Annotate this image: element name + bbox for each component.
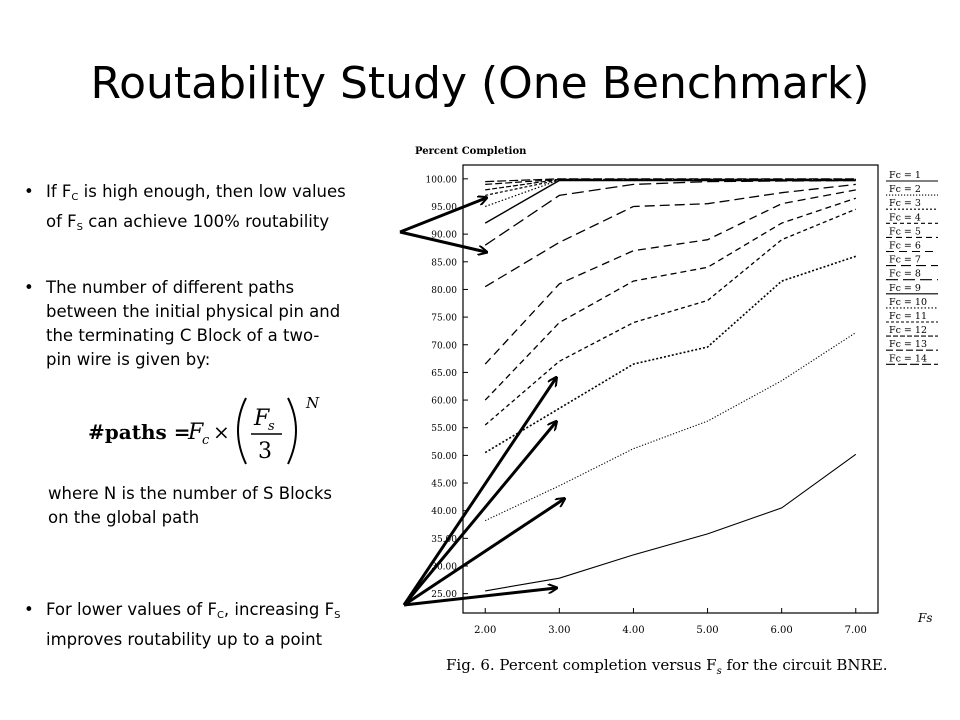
bullet-line: For lower values of FC, increasing FS xyxy=(46,600,341,621)
bullet-low-fc: • For lower values of FC, increasing FS … xyxy=(24,598,406,652)
y-tick-label: 35.00 xyxy=(431,535,457,545)
bullet-line: If FC is high enough, then low values xyxy=(46,182,346,203)
legend-label: Fc = 4 xyxy=(889,212,921,223)
x-tick-label: 3.00 xyxy=(548,625,570,636)
x-tick-label: 4.00 xyxy=(622,625,644,636)
legend-label: Fc = 5 xyxy=(889,226,921,237)
x-tick-label: 7.00 xyxy=(845,625,867,636)
x-axis-ticks: 2.00 3.00 4.00 5.00 6.00 7.00 xyxy=(474,608,867,636)
y-tick-label: 25.00 xyxy=(431,590,457,600)
bullet-line: The number of different paths xyxy=(46,278,295,297)
note-line: on the global path xyxy=(48,508,200,527)
legend-label: Fc = 7 xyxy=(889,255,921,266)
formula-fc-sub: c xyxy=(202,433,210,448)
paths-formula: #paths = F c × F s 3 N xyxy=(88,394,320,465)
legend-label: Fc = 10 xyxy=(889,297,927,308)
legend-label: Fc = 14 xyxy=(889,353,927,364)
legend-label: Fc = 13 xyxy=(889,339,927,350)
bullet-line: pin wire is given by: xyxy=(46,350,211,369)
legend-label: Fc = 8 xyxy=(889,269,921,280)
formula-fs-sub: s xyxy=(268,419,275,434)
y-tick-label: 45.00 xyxy=(431,480,457,490)
left-paren xyxy=(237,397,247,465)
figure-caption: Fig. 6. Percent completion versus Fs for… xyxy=(446,656,888,677)
y-tick-label: 60.00 xyxy=(431,397,457,407)
chart-axes xyxy=(462,164,879,614)
bullet-glyph: • xyxy=(24,182,34,201)
y-tick-label: 75.00 xyxy=(431,314,457,324)
formula-denominator: 3 xyxy=(258,439,272,464)
bullet-glyph: • xyxy=(24,600,34,619)
formula-exponent: N xyxy=(305,394,320,412)
y-tick-label: 90.00 xyxy=(431,231,457,241)
legend-label: Fc = 12 xyxy=(889,325,927,336)
legend-label: Fc = 1 xyxy=(889,170,921,181)
bullet-line: improves routability up to a point xyxy=(46,630,323,649)
legend-label: Fc = 3 xyxy=(889,198,921,209)
chart-title: Percent Completion xyxy=(415,146,527,157)
x-tick-label: 6.00 xyxy=(771,625,793,636)
where-n-note: where N is the number of S Blocks on the… xyxy=(48,482,408,530)
series-line-fc-6 xyxy=(484,189,856,365)
formula-fs: F xyxy=(253,406,270,431)
series-line-fc-7 xyxy=(484,183,856,288)
chart-series xyxy=(484,178,857,592)
note-line: where N is the number of S Blocks xyxy=(48,484,332,503)
y-tick-label: 70.00 xyxy=(431,341,457,351)
bullet-high-fc: • If FC is high enough, then low values … xyxy=(24,180,406,240)
legend-label: Fc = 9 xyxy=(889,283,921,294)
y-tick-label: 50.00 xyxy=(431,452,457,462)
series-line-fc-2 xyxy=(484,332,857,522)
bullet-line: the terminating C Block of a two- xyxy=(46,326,320,345)
y-tick-label: 95.00 xyxy=(431,203,457,213)
y-axis-ticks: 25.00 30.00 35.00 40.00 45.00 50.00 55.00 60.00… xyxy=(426,175,468,600)
bullet-glyph: • xyxy=(24,278,34,297)
formula-lhs: #paths = xyxy=(88,420,190,444)
bullet-number-of-paths: • The number of different paths between … xyxy=(24,276,406,372)
formula-fc: F xyxy=(187,420,204,445)
chart-legend: Fc = 1 Fc = 2 Fc = 3 Fc = 4 Fc = 5 Fc = 6 Fc =… xyxy=(886,170,938,365)
y-tick-label: 40.00 xyxy=(431,507,457,517)
y-tick-label: 65.00 xyxy=(431,369,457,379)
x-axis-label: Fs xyxy=(917,611,932,625)
y-tick-label: 30.00 xyxy=(431,562,457,572)
y-tick-label: 55.00 xyxy=(431,424,457,434)
x-tick-label: 2.00 xyxy=(474,625,496,636)
series-line-fc-4 xyxy=(484,208,857,426)
legend-label: Fc = 6 xyxy=(889,241,921,252)
series-line-fc-13 xyxy=(485,178,856,185)
right-paren xyxy=(287,397,297,465)
percent-completion-chart: Percent Completion 25.00 30.00 35.00 40.00 4… xyxy=(415,146,938,677)
y-tick-label: 100.00 xyxy=(426,175,458,185)
legend-label: Fc = 11 xyxy=(889,311,927,322)
series-line-fc-5 xyxy=(484,197,857,401)
y-tick-label: 85.00 xyxy=(431,258,457,268)
slide-title: Routability Study (One Benchmark) xyxy=(90,58,870,109)
series-line-fc-14 xyxy=(485,178,856,183)
formula-times: × xyxy=(213,420,230,444)
series-line-fc-3 xyxy=(484,255,857,454)
plot-frame xyxy=(462,164,879,614)
bullet-line: between the initial physical pin and xyxy=(46,302,341,321)
legend-label: Fc = 2 xyxy=(889,184,921,195)
series-line-fc-1 xyxy=(485,453,857,592)
y-tick-label: 80.00 xyxy=(431,286,457,296)
bullet-line: of FS can achieve 100% routability xyxy=(46,212,330,233)
x-tick-label: 5.00 xyxy=(696,625,718,636)
